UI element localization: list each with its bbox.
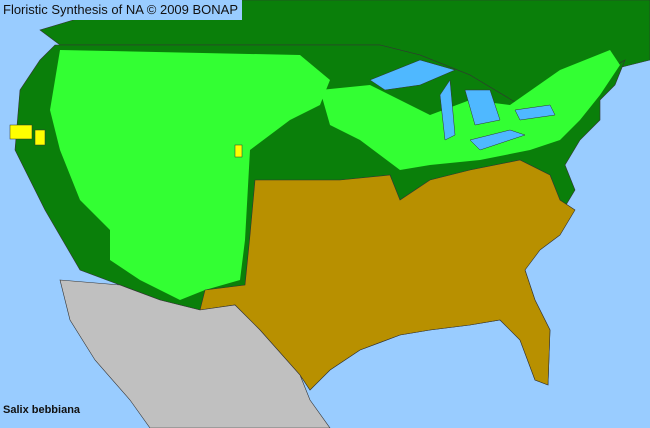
present-region-east — [320, 50, 620, 170]
species-label: Salix bebbiana — [3, 404, 81, 416]
mexico-region — [59, 279, 331, 428]
present-region-west — [50, 50, 330, 300]
rare-county — [34, 129, 46, 146]
rare-county — [234, 144, 243, 158]
great-lakes — [369, 59, 556, 151]
rare-county — [9, 124, 33, 140]
map-title: Floristic Synthesis of NA © 2009 BONAP — [0, 0, 243, 20]
